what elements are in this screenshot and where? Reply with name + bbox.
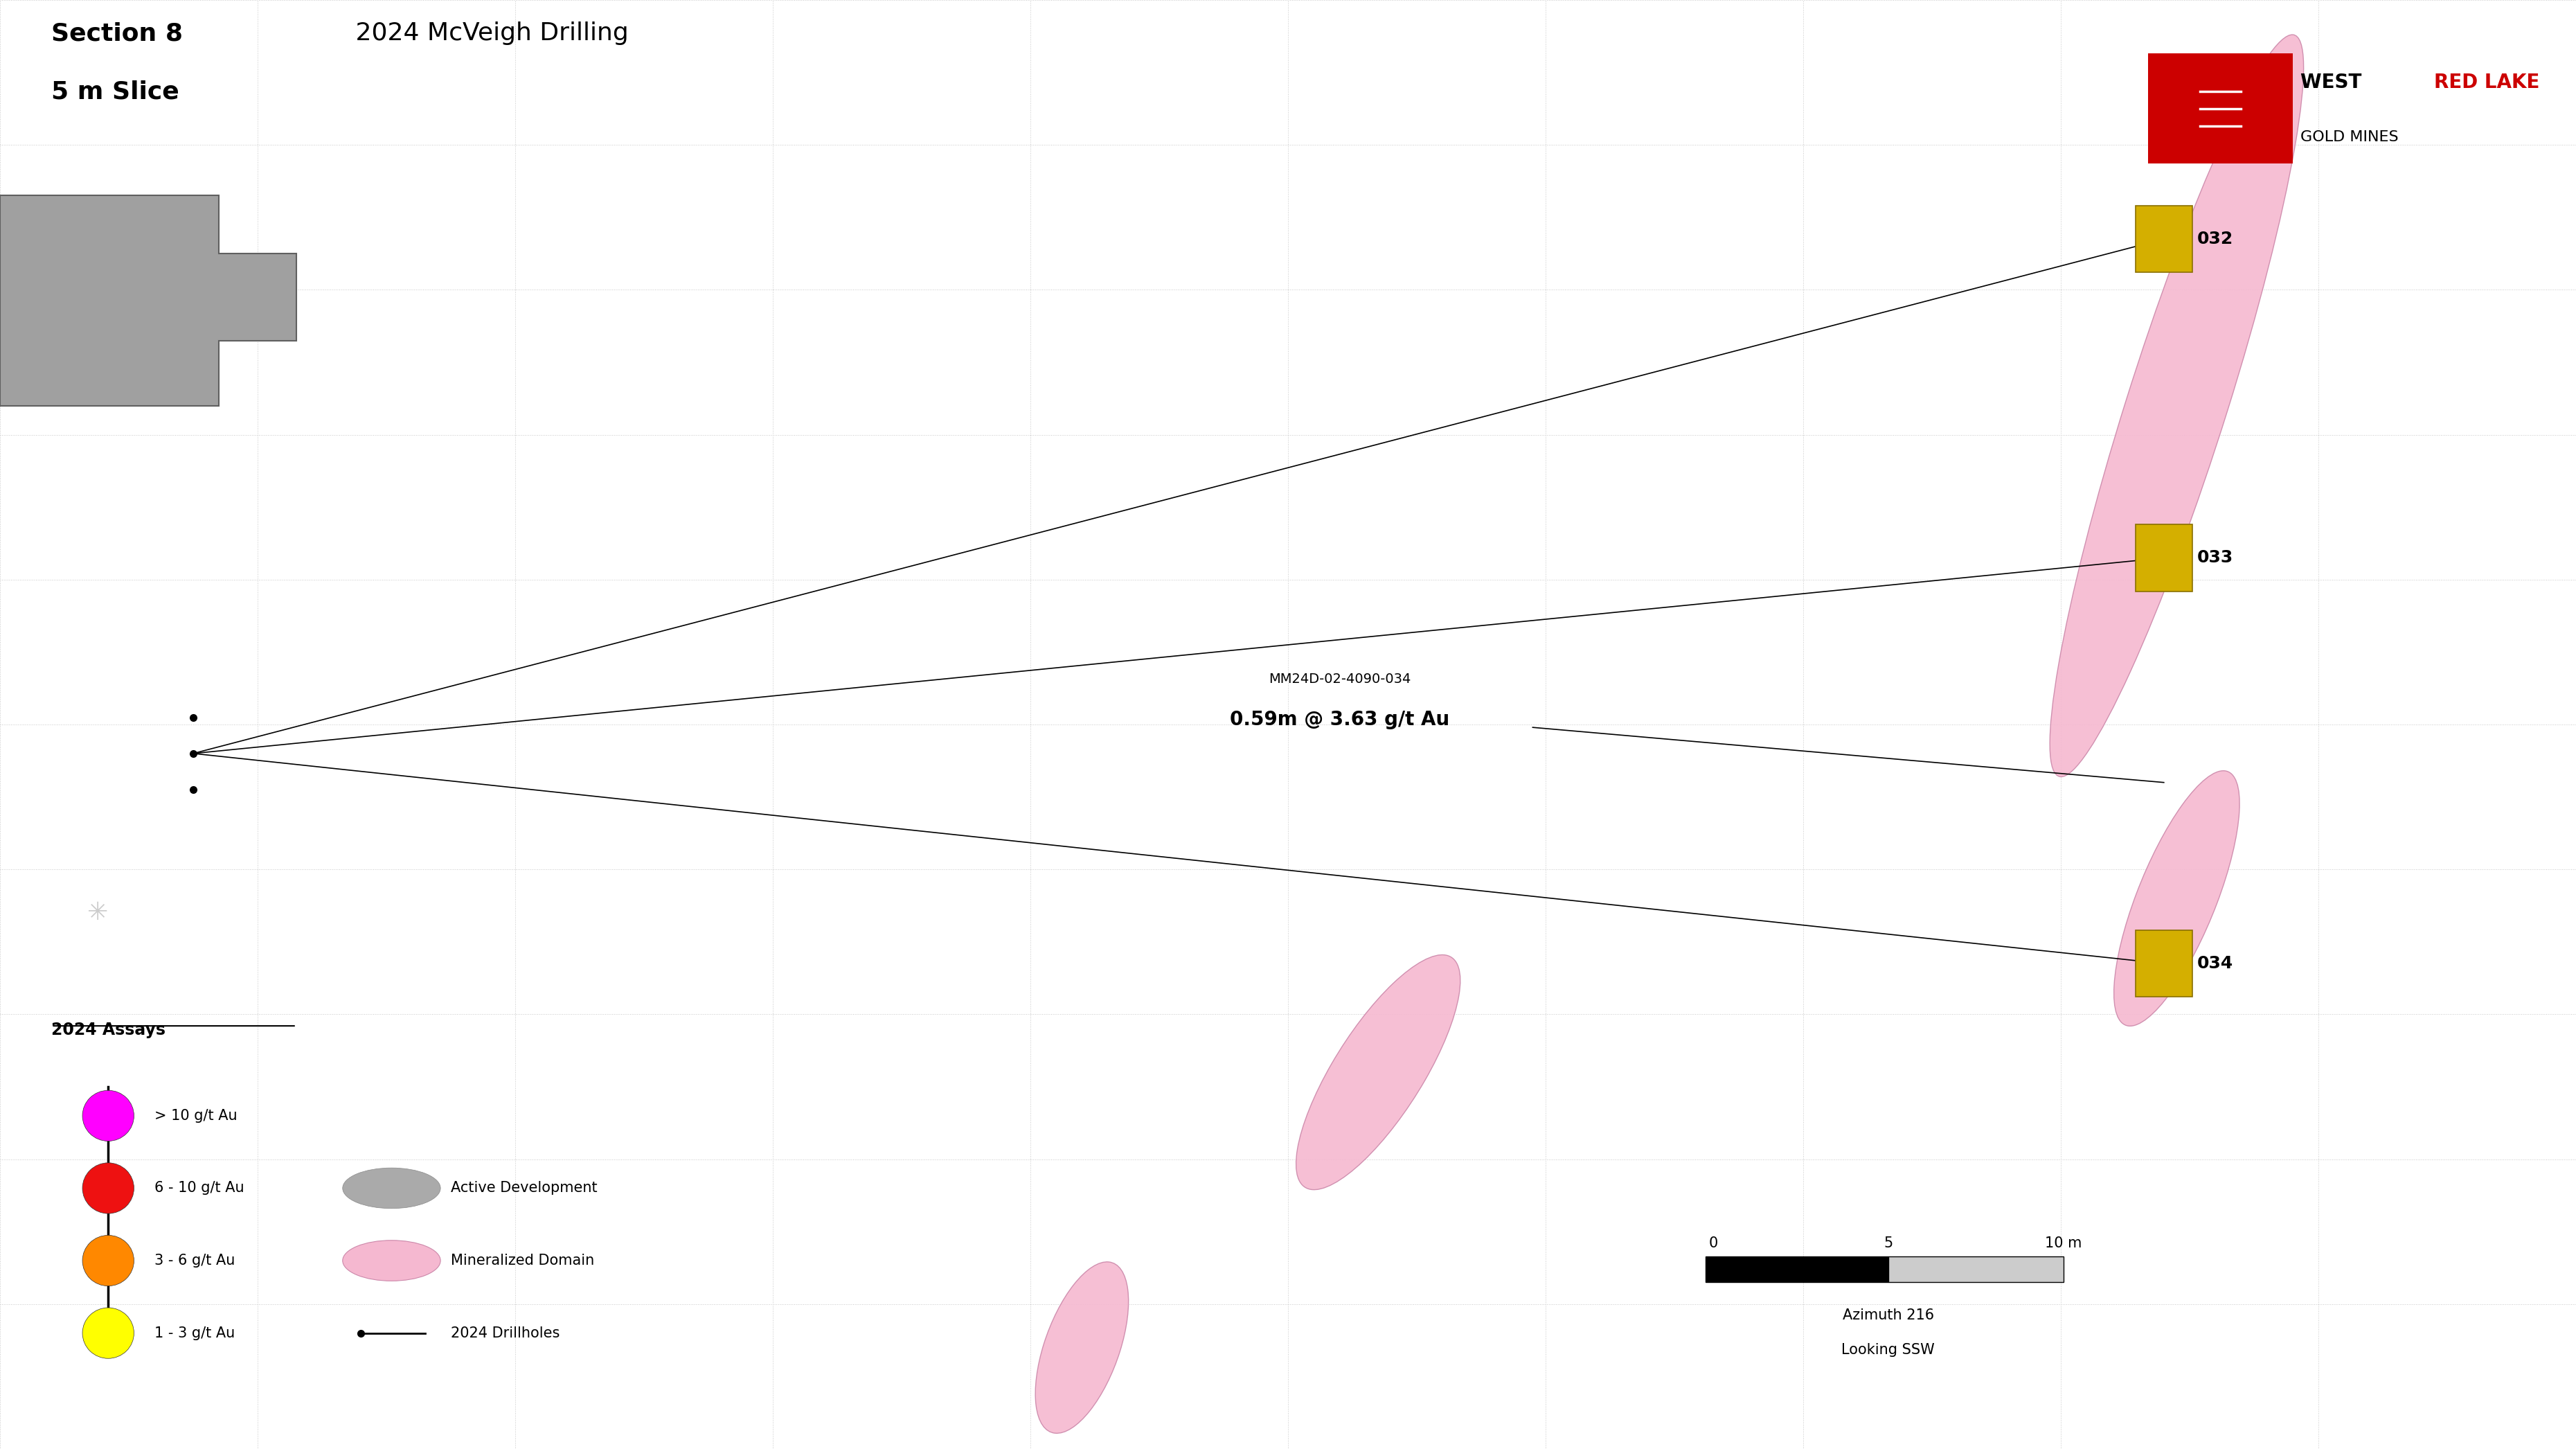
Text: 10 m: 10 m: [2045, 1236, 2081, 1250]
Text: 1 - 3 g/t Au: 1 - 3 g/t Au: [155, 1326, 234, 1340]
Text: Section 8: Section 8: [52, 22, 183, 45]
Ellipse shape: [2115, 771, 2239, 1026]
Ellipse shape: [82, 1235, 134, 1287]
Text: 5: 5: [1883, 1236, 1893, 1250]
FancyBboxPatch shape: [1705, 1256, 1888, 1282]
Text: RED LAKE: RED LAKE: [2434, 72, 2540, 91]
Ellipse shape: [343, 1168, 440, 1208]
Text: Azimuth 216: Azimuth 216: [1842, 1308, 1935, 1323]
Ellipse shape: [82, 1091, 134, 1142]
Text: 5 m Slice: 5 m Slice: [52, 80, 180, 103]
Text: 2024 Assays: 2024 Assays: [52, 1022, 165, 1037]
Text: 2024 Drillholes: 2024 Drillholes: [451, 1326, 559, 1340]
Polygon shape: [0, 196, 296, 406]
Ellipse shape: [1296, 955, 1461, 1190]
Text: Mineralized Domain: Mineralized Domain: [451, 1253, 595, 1268]
Ellipse shape: [82, 1308, 134, 1359]
Ellipse shape: [2050, 35, 2303, 777]
Text: > 10 g/t Au: > 10 g/t Au: [155, 1108, 237, 1123]
Text: 032: 032: [2197, 230, 2233, 248]
FancyBboxPatch shape: [2136, 206, 2192, 272]
Text: Looking SSW: Looking SSW: [1842, 1343, 1935, 1358]
FancyBboxPatch shape: [2148, 54, 2293, 164]
Text: 6 - 10 g/t Au: 6 - 10 g/t Au: [155, 1181, 245, 1195]
Text: 3 - 6 g/t Au: 3 - 6 g/t Au: [155, 1253, 234, 1268]
Ellipse shape: [82, 1162, 134, 1214]
Text: GOLD MINES: GOLD MINES: [2300, 130, 2398, 145]
Text: 033: 033: [2197, 549, 2233, 567]
Text: 0: 0: [1708, 1236, 1718, 1250]
Text: WEST: WEST: [2300, 72, 2367, 91]
Text: 034: 034: [2197, 955, 2233, 972]
Ellipse shape: [343, 1240, 440, 1281]
Ellipse shape: [1036, 1262, 1128, 1433]
Text: MM24D-02-4090-034: MM24D-02-4090-034: [1267, 672, 1412, 685]
Text: 0.59m @ 3.63 g/t Au: 0.59m @ 3.63 g/t Au: [1229, 710, 1450, 729]
Text: 2024 McVeigh Drilling: 2024 McVeigh Drilling: [348, 22, 629, 45]
FancyBboxPatch shape: [2136, 525, 2192, 591]
FancyBboxPatch shape: [1888, 1256, 2063, 1282]
FancyBboxPatch shape: [2136, 930, 2192, 997]
Text: ✳: ✳: [88, 901, 108, 924]
Text: Active Development: Active Development: [451, 1181, 598, 1195]
